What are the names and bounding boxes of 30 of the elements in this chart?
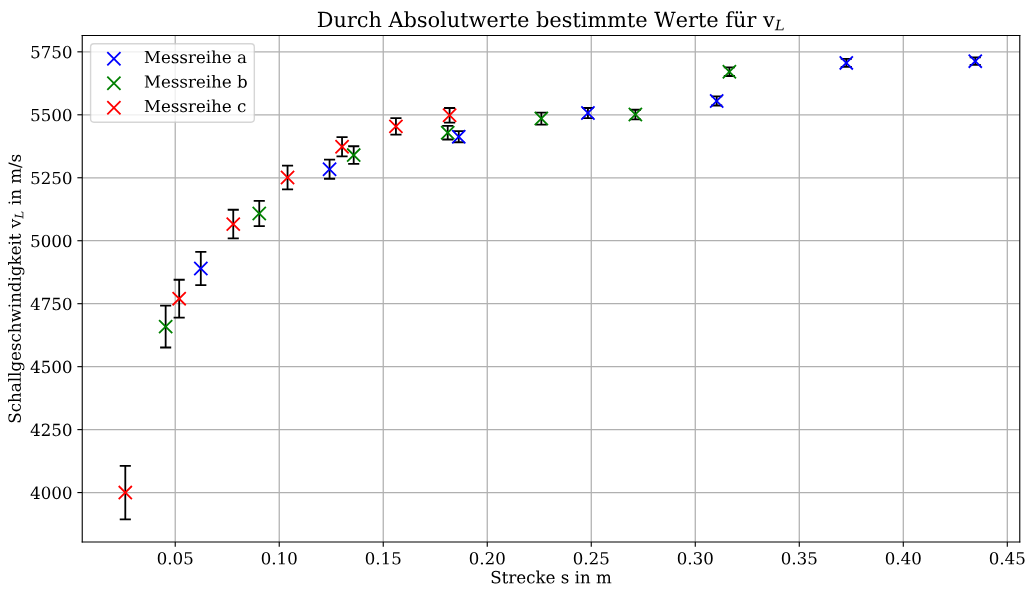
legend-label: Messreihe b [144, 74, 247, 88]
y-tick-label: 4250 [30, 423, 72, 437]
x-tick-label: 0.05 [157, 551, 193, 565]
y-tick-label: 5000 [31, 234, 72, 248]
y-tick-label: 4500 [30, 360, 72, 374]
x-tick-label: 0.10 [261, 551, 297, 565]
point [280, 170, 296, 186]
x-tick-label: 0.15 [365, 551, 401, 565]
x-tick-label: 0.25 [573, 551, 609, 565]
x-tick-label: 0.30 [677, 551, 713, 565]
legend-label: Messreihe a [144, 50, 247, 64]
chart-title: Durch Absolutwerte bestimmte Werte für v$_{L}$ [317, 11, 784, 31]
legend-label: Messreihe c [144, 99, 246, 113]
point [193, 260, 209, 276]
y-tick-label: 5750 [31, 45, 72, 59]
x-tick-label: 0.40 [885, 551, 921, 565]
y-axis-title: Schallgeschwindigkeit v$_{L}$ in m/s [8, 154, 25, 423]
point [171, 291, 187, 307]
point [158, 319, 174, 335]
y-tick-label: 4000 [30, 486, 72, 500]
point [251, 206, 267, 222]
x-tick-label: 0.45 [989, 551, 1025, 565]
y-tick-label: 5500 [31, 108, 72, 122]
x-axis-title: Strecke s in m [491, 570, 612, 584]
y-tick-label: 4750 [30, 297, 72, 311]
point [225, 216, 241, 232]
y-tick-label: 5250 [31, 171, 72, 185]
x-tick-label: 0.20 [469, 551, 505, 565]
x-tick-label: 0.35 [781, 551, 817, 565]
point [117, 485, 133, 501]
